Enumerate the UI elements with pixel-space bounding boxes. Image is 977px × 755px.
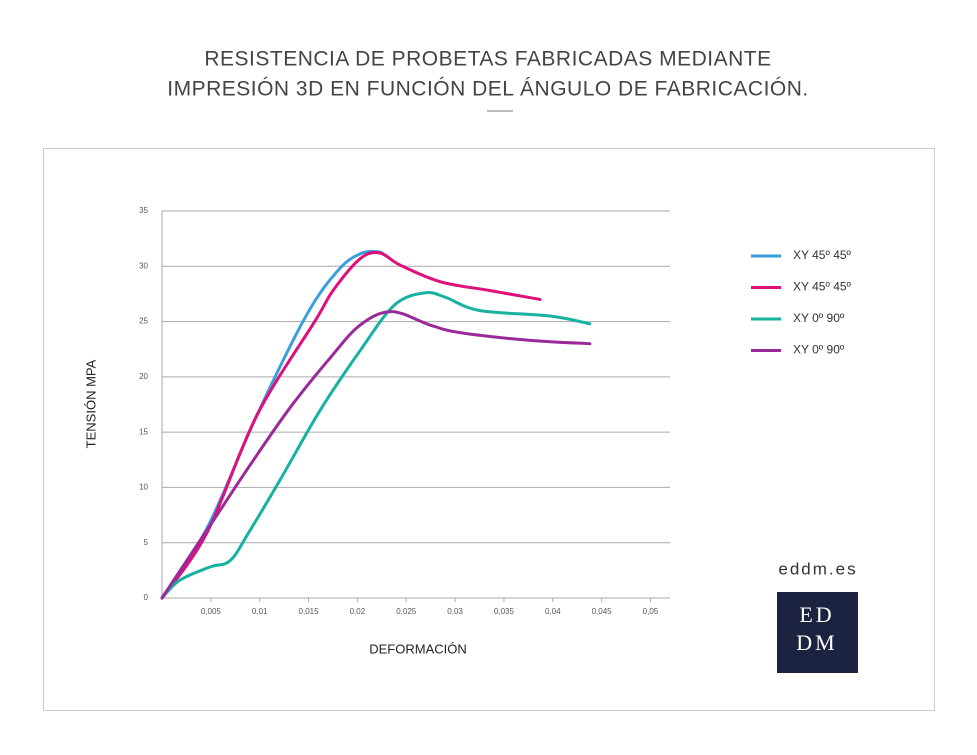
y-tick-label: 5 (144, 538, 149, 547)
brand-url: eddm.es (778, 559, 857, 578)
line-series (160, 291, 592, 600)
chart-title: IMPRESIÓN 3D EN FUNCIÓN DEL ÁNGULO DE FA… (167, 78, 809, 101)
y-axis-title: TENSIÓN MPA (83, 359, 98, 448)
line-series (160, 310, 592, 600)
y-tick-label: 30 (139, 261, 148, 270)
x-tick-label: 0,005 (201, 607, 222, 616)
brand-logo-text: ED (799, 602, 834, 627)
x-tick-label: 0,05 (643, 607, 659, 616)
line-series (160, 251, 542, 600)
y-tick-label: 20 (139, 372, 148, 381)
chart-title: RESISTENCIA DE PROBETAS FABRICADAS MEDIA… (204, 48, 771, 71)
x-tick-label: 0,04 (545, 607, 561, 616)
y-tick-label: 35 (139, 206, 148, 215)
y-tick-label: 25 (139, 317, 148, 326)
y-tick-label: 15 (139, 427, 148, 436)
x-tick-label: 0,02 (350, 607, 366, 616)
x-axis-title: DEFORMACIÓN (369, 641, 467, 656)
x-tick-label: 0,03 (447, 607, 463, 616)
x-tick-label: 0,015 (299, 607, 320, 616)
x-tick-label: 0,035 (494, 607, 515, 616)
legend-label: XY 45º 45º (793, 280, 852, 294)
y-tick-label: 0 (144, 593, 149, 602)
legend-label: XY 0º 90º (793, 343, 845, 357)
brand-logo-text: DM (796, 630, 837, 655)
legend-label: XY 45º 45º (793, 248, 852, 262)
x-tick-label: 0,01 (252, 607, 268, 616)
legend-label: XY 0º 90º (793, 311, 845, 325)
y-tick-label: 10 (139, 483, 148, 492)
x-tick-label: 0,045 (592, 607, 613, 616)
chart-frame (43, 148, 935, 711)
x-tick-label: 0,025 (396, 607, 417, 616)
brand-logo (777, 592, 858, 673)
